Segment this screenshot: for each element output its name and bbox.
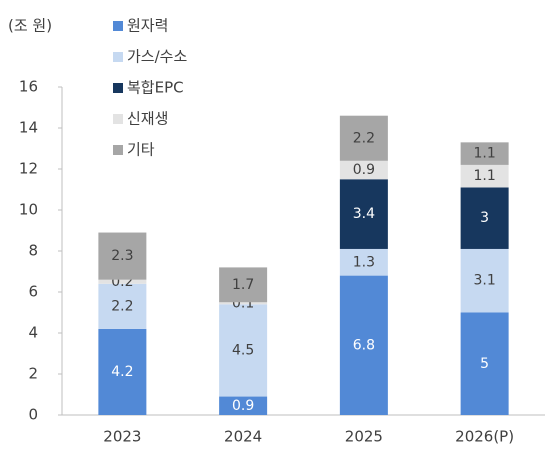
y-tick-label: 0 xyxy=(28,406,38,424)
x-tick-label: 2026(P) xyxy=(455,428,514,446)
legend-swatch xyxy=(113,52,123,62)
y-tick-label: 6 xyxy=(28,283,38,301)
bar-segment xyxy=(98,328,147,415)
bar-segment xyxy=(98,232,147,280)
x-tick-label: 2024 xyxy=(224,428,262,446)
legend-swatch xyxy=(113,145,123,155)
y-tick-label: 2 xyxy=(28,365,38,383)
data-label: 4.2 xyxy=(111,364,133,380)
data-label: 5 xyxy=(480,356,489,372)
y-tick-label: 16 xyxy=(19,78,38,96)
bar-segment xyxy=(219,302,268,305)
bar-segment xyxy=(339,115,388,161)
y-tick-label: 8 xyxy=(28,242,38,260)
legend-swatch xyxy=(113,114,123,124)
legend-swatch xyxy=(113,21,123,31)
bar-segment xyxy=(460,142,509,165)
bar-segment xyxy=(460,248,509,313)
y-tick-label: 12 xyxy=(19,160,38,178)
legend-swatch xyxy=(113,83,123,93)
y-tick-label: 4 xyxy=(28,324,38,342)
data-label: 2.3 xyxy=(111,248,133,264)
legend-label: 가스/수소 xyxy=(127,48,187,66)
data-label: 6.8 xyxy=(353,337,375,353)
legend-label: 복합EPC xyxy=(127,79,184,97)
y-tick-label: 10 xyxy=(19,201,38,219)
bar-segment xyxy=(219,267,268,303)
data-label: 1.1 xyxy=(473,168,495,184)
bar-segment xyxy=(339,275,388,415)
data-label: 2.2 xyxy=(353,130,375,146)
bar-segment xyxy=(219,304,268,397)
bar-segment xyxy=(98,283,147,329)
bar-segment xyxy=(460,312,509,415)
data-label: 2.2 xyxy=(111,298,133,314)
legend-label: 원자력 xyxy=(127,17,168,35)
data-label: 1.7 xyxy=(232,277,254,293)
bar-segment xyxy=(460,187,509,249)
data-label: 0.9 xyxy=(232,398,254,414)
legend-label: 기타 xyxy=(127,141,155,159)
bar-segment xyxy=(339,160,388,180)
data-label: 3 xyxy=(480,210,489,226)
data-label: 3.4 xyxy=(353,206,375,222)
bar-segment xyxy=(339,179,388,249)
bar-segment xyxy=(460,164,509,188)
data-label: 1.1 xyxy=(473,146,495,162)
data-label: 1.3 xyxy=(353,254,375,270)
legend-label: 신재생 xyxy=(127,110,168,128)
data-label: 0.9 xyxy=(353,162,375,178)
y-unit-label: (조 원) xyxy=(8,17,52,35)
x-tick-label: 2025 xyxy=(345,428,383,446)
data-label: 3.1 xyxy=(473,273,495,289)
bar-segment xyxy=(219,396,268,415)
bar-segment xyxy=(98,279,147,284)
data-label: 4.5 xyxy=(232,342,254,358)
bar-segment xyxy=(339,248,388,276)
x-tick-label: 2023 xyxy=(103,428,141,446)
y-tick-label: 14 xyxy=(19,119,38,137)
